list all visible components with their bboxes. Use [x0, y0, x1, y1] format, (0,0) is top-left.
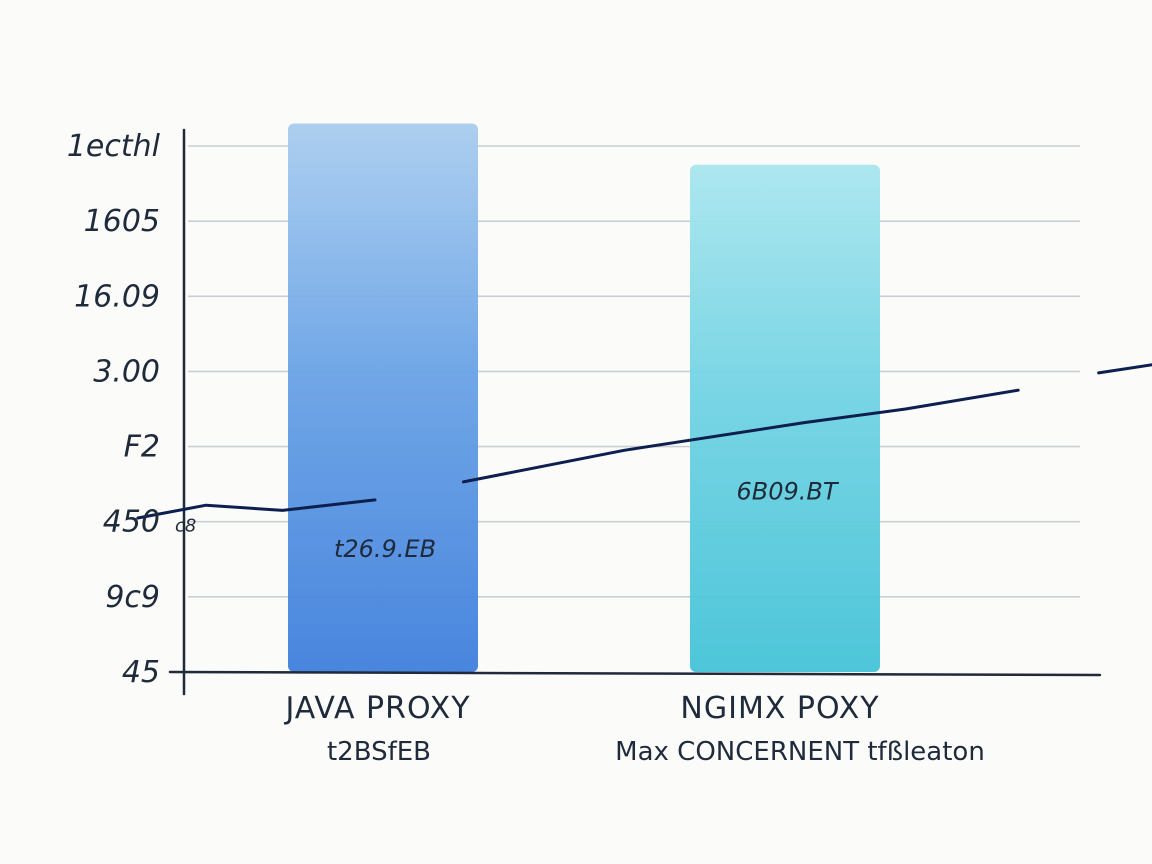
- y-tick-label: 45: [122, 655, 160, 690]
- bar-value-label: 6B09.BT: [736, 478, 839, 506]
- bar-value-label: t26.9.EB: [334, 535, 436, 563]
- y-tick-label: 1ecthl: [67, 129, 161, 164]
- axes: [168, 128, 1102, 696]
- x-category-label: JAVA PROXY: [283, 691, 470, 726]
- trend-line: [136, 363, 1152, 520]
- y-tick-label: 1605: [84, 204, 160, 239]
- labels: 45 9c9 450 F2 3.00 16.09 1605 1ecthl c8 t26.9.EB J…: [67, 129, 985, 767]
- axis-annotation: c8: [175, 516, 196, 537]
- y-tick-label: 3.00: [93, 354, 160, 389]
- x-category-sublabel: t2BSfEB: [327, 737, 431, 767]
- y-tick-label: 16.09: [74, 279, 160, 314]
- y-tick-label: F2: [124, 430, 160, 465]
- bars: [288, 123, 880, 673]
- y-tick-label: 9c9: [105, 580, 160, 615]
- y-tick-label: 450: [103, 505, 160, 540]
- bar: [288, 123, 478, 672]
- bar: [690, 164, 880, 673]
- trend-line-segment: [1097, 363, 1152, 375]
- trend-line-segment: [136, 498, 377, 520]
- trend-line-segment: [461, 388, 1020, 484]
- x-axis-line: [168, 670, 1102, 677]
- x-category-sublabel: Max CONCERNENT tfßleaton: [615, 737, 985, 767]
- x-category-label: NGIMX POXY: [680, 691, 879, 726]
